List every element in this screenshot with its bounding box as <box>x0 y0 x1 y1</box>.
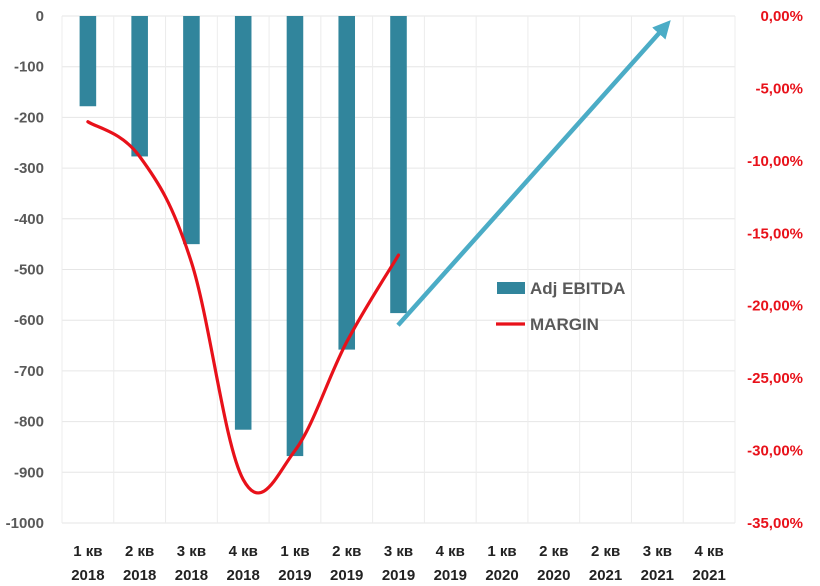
x-tick-label: 3 кв 2021 <box>641 543 674 584</box>
bar-adj-ebitda <box>234 16 252 430</box>
left-axis: 0 -100 -200 -300 -400 -500 -600 -700 -800 -900 -10… <box>6 8 44 532</box>
right-tick-label: -35,00% <box>747 515 803 532</box>
bar-series-adj-ebitda <box>79 16 407 457</box>
x-tick-label: 1 кв 2020 <box>485 543 518 584</box>
x-tick-label: 3 кв 2018 <box>175 543 208 584</box>
x-tick-label: 2 кв 2021 <box>589 543 622 584</box>
x-tick-label: 1 кв 2018 <box>71 543 104 584</box>
x-axis: 1 кв 2018 2 кв 2018 3 кв 2018 4 кв 2018 1 кв 2019… <box>71 543 726 584</box>
right-tick-label: -10,00% <box>747 153 803 170</box>
left-tick-label: -500 <box>14 262 44 279</box>
x-tick-label: 2 кв 2020 <box>537 543 570 584</box>
left-tick-label: -900 <box>14 464 44 481</box>
right-tick-label: -15,00% <box>747 225 803 242</box>
bar-adj-ebitda <box>390 16 407 314</box>
legend-label-margin: MARGIN <box>530 315 599 334</box>
gridlines <box>61 15 736 524</box>
legend: Adj EBITDA MARGIN <box>496 279 625 334</box>
x-tick-label: 4 кв 2018 <box>227 543 260 584</box>
left-tick-label: -100 <box>14 59 44 76</box>
left-tick-label: -700 <box>14 363 44 380</box>
left-tick-label: -1000 <box>6 515 44 532</box>
right-tick-label: 0,00% <box>760 8 803 25</box>
x-tick-label: 1 кв 2019 <box>278 543 311 584</box>
legend-label-adj-ebitda: Adj EBITDA <box>530 279 625 298</box>
legend-swatch-adj-ebitda <box>497 282 525 294</box>
bar-adj-ebitda <box>131 16 148 157</box>
x-tick-label: 4 кв 2019 <box>434 543 467 584</box>
right-tick-label: -25,00% <box>747 370 803 387</box>
left-tick-label: 0 <box>36 8 44 25</box>
line-margin <box>86 120 401 495</box>
bar-adj-ebitda <box>338 16 356 350</box>
bar-adj-ebitda <box>79 16 97 107</box>
left-tick-label: -200 <box>14 109 44 126</box>
x-tick-label: 3 кв 2019 <box>382 543 415 584</box>
x-tick-label: 4 кв 2021 <box>692 543 725 584</box>
right-tick-label: -20,00% <box>747 298 803 315</box>
bar-adj-ebitda <box>183 16 200 245</box>
left-tick-label: -600 <box>14 312 44 329</box>
left-tick-label: -800 <box>14 414 44 431</box>
trend-arrow <box>396 20 671 327</box>
x-tick-label: 2 кв 2019 <box>330 543 363 584</box>
right-tick-label: -30,00% <box>747 443 803 460</box>
right-tick-label: -5,00% <box>755 80 803 97</box>
left-tick-label: -400 <box>14 211 44 228</box>
bar-adj-ebitda <box>286 16 304 457</box>
right-axis: 0,00% -5,00% -10,00% -15,00% -20,00% -25,00% -… <box>747 8 803 532</box>
trend-arrow-line <box>396 20 671 327</box>
left-tick-label: -300 <box>14 160 44 177</box>
x-tick-label: 2 кв 2018 <box>123 543 156 584</box>
line-series-margin <box>86 120 401 495</box>
